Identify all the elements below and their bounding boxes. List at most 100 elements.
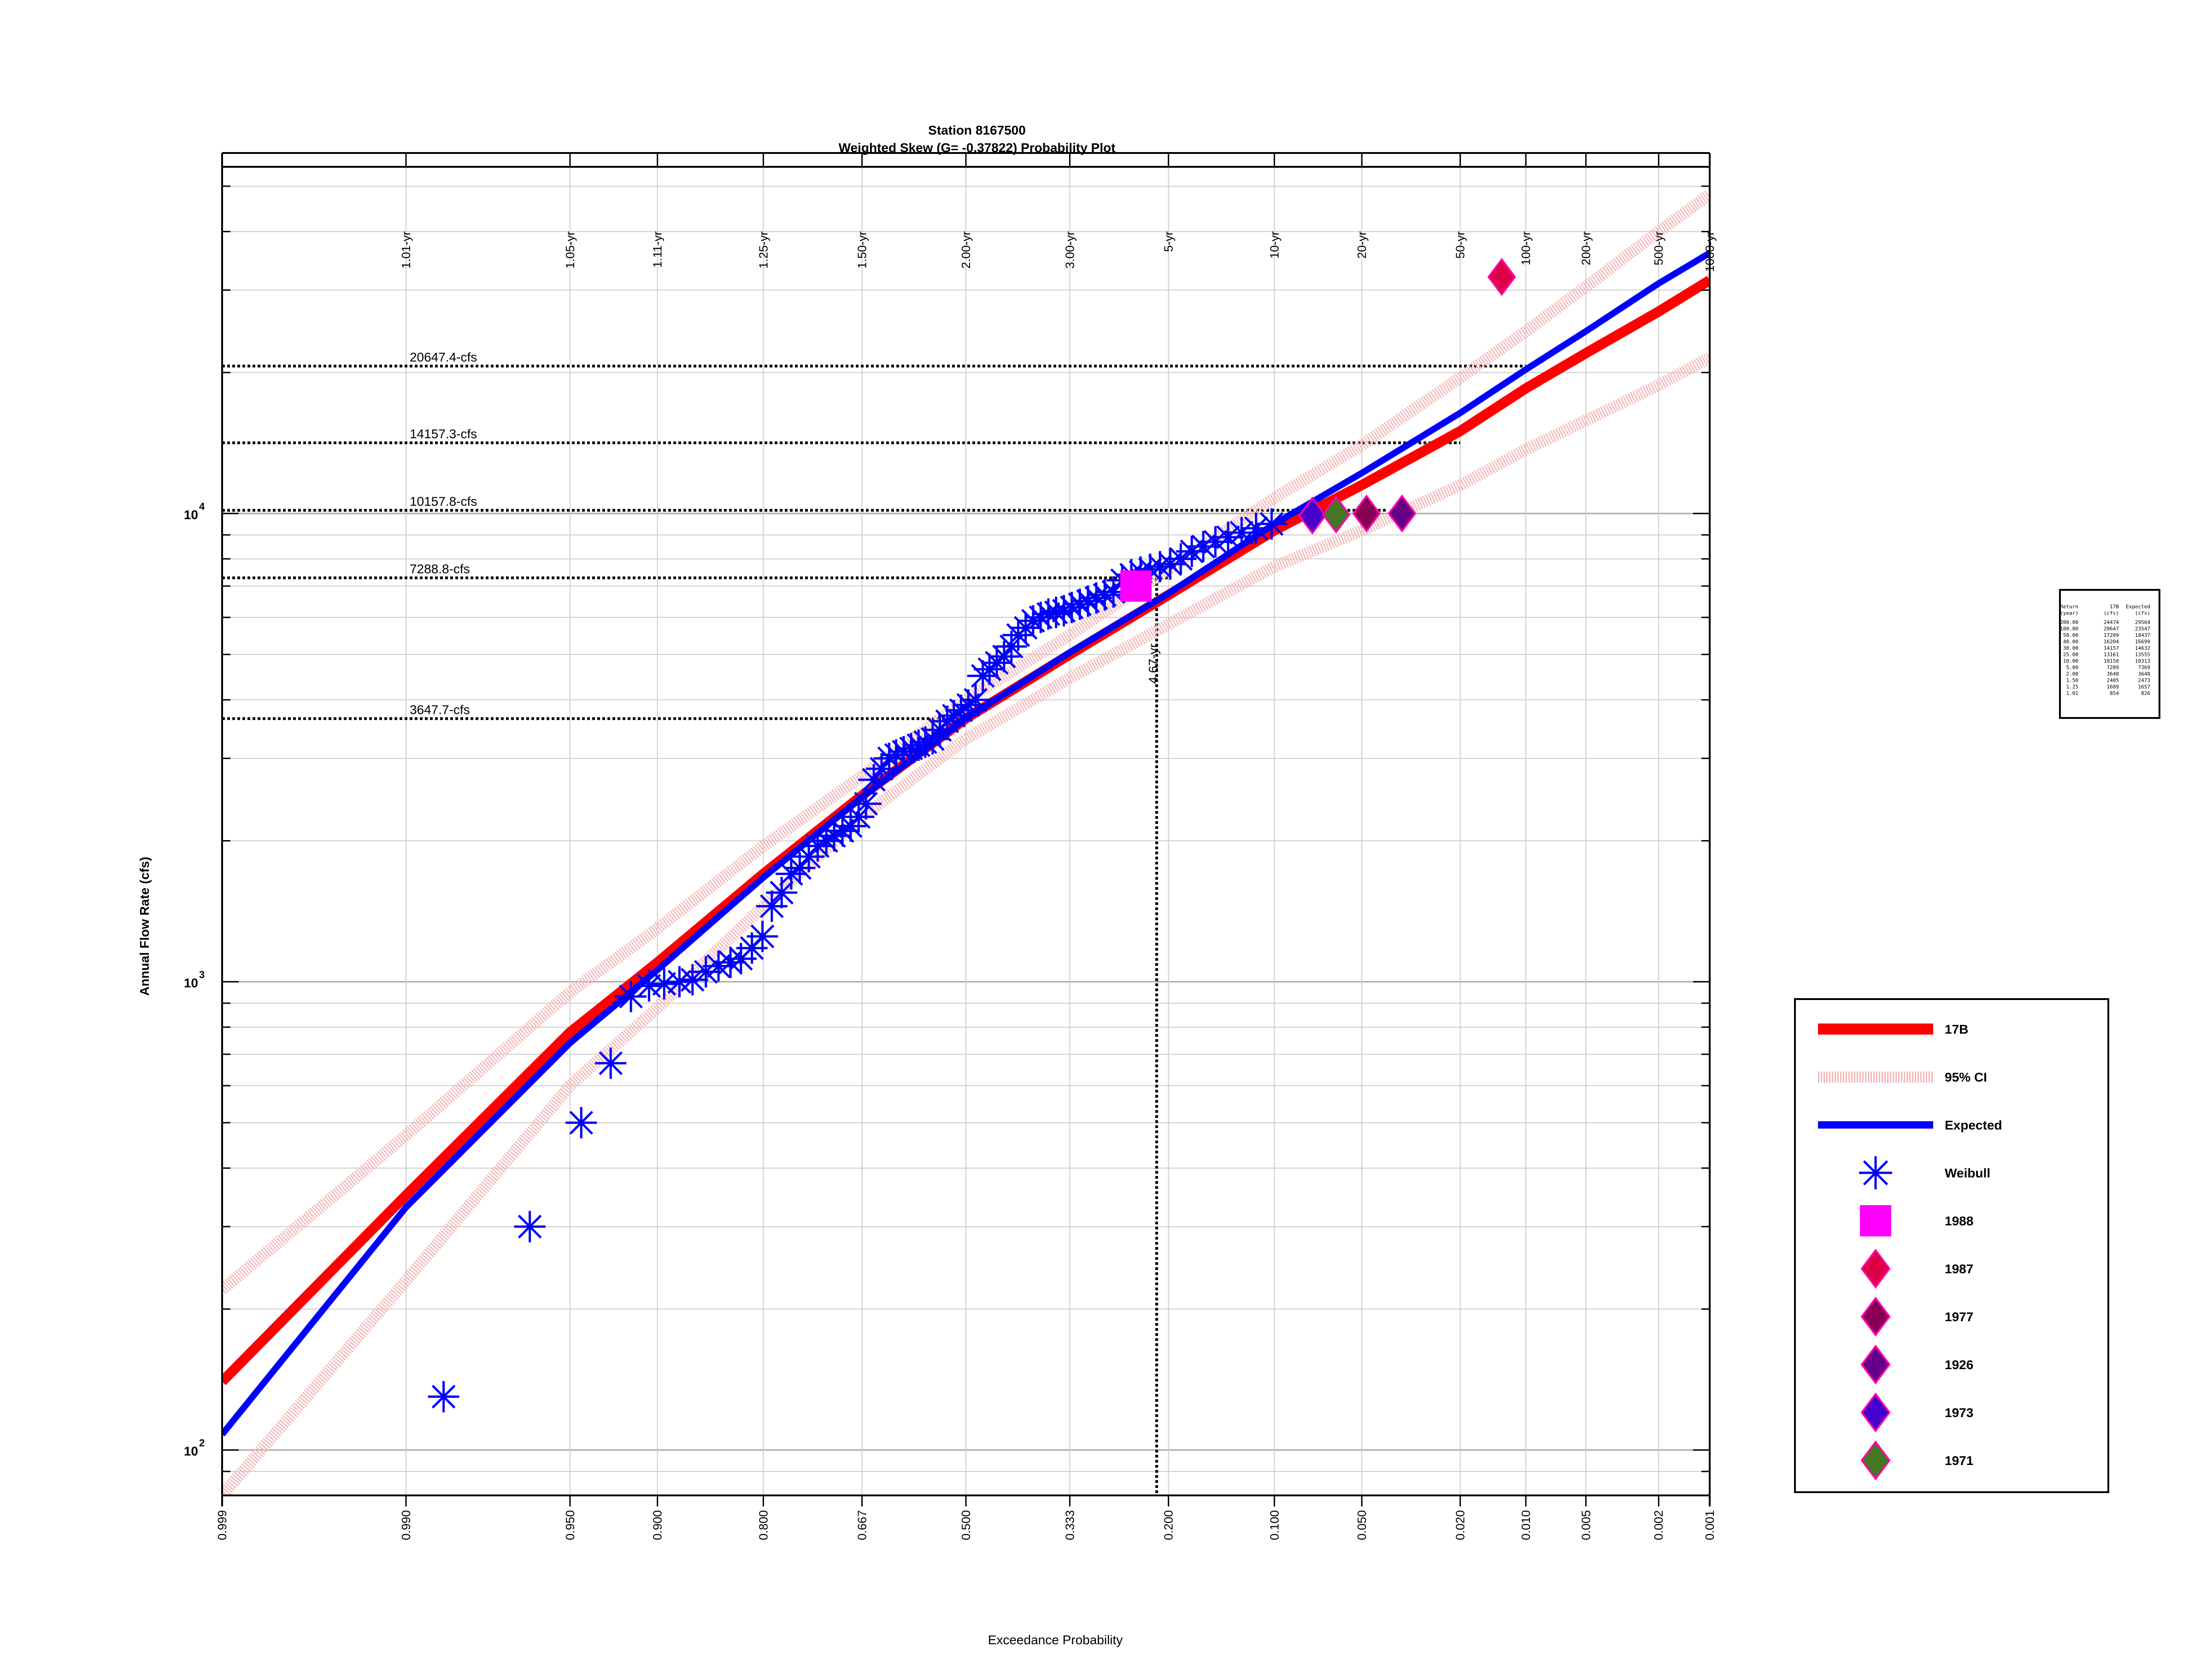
weibull-star-stroke xyxy=(1259,512,1284,536)
legend-diamond xyxy=(1860,1248,1891,1289)
weibull-star-stroke xyxy=(750,924,775,948)
flow-reference-label: 10157.8-cfs xyxy=(410,494,477,508)
marker-1977 xyxy=(1352,494,1381,533)
summary-table-cell: 1689 xyxy=(2107,684,2119,690)
summary-table-cell: (cfs) xyxy=(2135,610,2150,616)
legend-label: 95% CI xyxy=(1945,1070,1987,1084)
weibull-point xyxy=(1212,521,1244,553)
weibull-star-stroke xyxy=(964,688,988,712)
weibull-point xyxy=(917,723,948,755)
summary-table-cell: 854 xyxy=(2110,690,2119,696)
x-tick-label: 0.950 xyxy=(563,1510,577,1540)
weibull-point xyxy=(1226,517,1258,548)
legend-label: 1973 xyxy=(1945,1406,1973,1420)
summary-table-cell: (cfs) xyxy=(2104,610,2119,616)
weibull-star-stroke xyxy=(431,1384,456,1409)
summary-table-cell: 16204 xyxy=(2104,639,2119,645)
weibull-star-stroke xyxy=(1203,529,1228,554)
weibull-star-stroke xyxy=(637,974,661,998)
return-period-label: 500-yr xyxy=(1652,231,1665,265)
weibull-point xyxy=(827,815,859,847)
return-period-label: 1.05-yr xyxy=(563,231,577,269)
weibull-star-stroke xyxy=(854,792,878,816)
weibull-point xyxy=(514,1211,546,1242)
legend-label: 1977 xyxy=(1945,1310,1973,1324)
y-tick-exponent: 2 xyxy=(199,1437,205,1449)
summary-table-cell: 1.50 xyxy=(2066,677,2079,683)
weibull-point xyxy=(766,877,798,909)
summary-table-cell: 2473 xyxy=(2138,677,2151,683)
weibull-star-stroke xyxy=(599,1051,623,1075)
summary-table-cell: 17B xyxy=(2110,604,2119,610)
legend-square xyxy=(1860,1205,1891,1236)
weibull-star-stroke xyxy=(694,960,718,984)
summary-table-cell: 3648 xyxy=(2107,671,2119,677)
weibull-star-stroke xyxy=(1244,516,1268,541)
weibull-star-stroke xyxy=(1216,525,1240,549)
weibull-point xyxy=(1240,512,1272,544)
weibull-point xyxy=(428,1381,459,1412)
flow-reference-label: 20647.4-cfs xyxy=(410,350,477,364)
weibull-point xyxy=(648,968,680,1000)
summary-table-cell: Return xyxy=(2060,604,2078,610)
marker-1973 xyxy=(1298,496,1327,535)
legend-label: 1926 xyxy=(1945,1358,1973,1372)
legend-diamond xyxy=(1860,1344,1891,1385)
weibull-star-stroke xyxy=(569,1111,594,1135)
return-period-label: 1.50-yr xyxy=(855,231,869,269)
weibull-point xyxy=(690,956,722,988)
summary-table-cell: Expected xyxy=(2126,604,2150,610)
summary-table: Return 17B Expected (year) (cfs) (cfs) 200.00 2… xyxy=(2059,589,2160,719)
summary-table-cell: 2405 xyxy=(2107,677,2119,683)
summary-table-cell: 13161 xyxy=(2104,652,2119,658)
y-axis-label: Annual Flow Rate (cfs) xyxy=(137,857,152,996)
return-period-label: 5-yr xyxy=(1162,231,1176,252)
x-tick-label: 0.005 xyxy=(1579,1510,1593,1540)
summary-table-cell: 23547 xyxy=(2135,626,2150,632)
summary-table-cell: 29564 xyxy=(2135,619,2150,625)
summary-table-cell: 25.00 xyxy=(2063,652,2078,658)
x-tick-label: 0.100 xyxy=(1267,1510,1281,1540)
weibull-star-stroke xyxy=(518,1214,542,1239)
summary-table-cell: 7369 xyxy=(2138,665,2151,671)
marker-1971 xyxy=(1322,495,1351,534)
weibull-point xyxy=(1188,531,1219,563)
legend-label: 1971 xyxy=(1945,1453,1973,1468)
y-tick-label: 10 xyxy=(184,507,198,522)
ci-band-line xyxy=(222,353,1710,1495)
x-tick-label: 0.200 xyxy=(1162,1510,1176,1540)
weibull-point xyxy=(850,788,882,820)
legend-label: 1988 xyxy=(1945,1214,1973,1228)
summary-table-cell: 1.01 xyxy=(2066,690,2079,696)
return-period-label: 3.00-yr xyxy=(1063,231,1077,269)
return-period-label: 50-yr xyxy=(1453,231,1467,259)
summary-table-cell: 30.00 xyxy=(2063,645,2078,651)
y-tick-label: 10 xyxy=(184,976,198,990)
vertical-reference-label: 4.67-yr xyxy=(1146,644,1160,684)
y-tick-exponent: 4 xyxy=(199,500,205,512)
x-tick-label: 0.667 xyxy=(855,1510,869,1540)
reference-lines: 20647.4-cfs 14157.3-cfs 10157.8-cfs 7288.8-… xyxy=(222,350,1526,1495)
legend-star xyxy=(1859,1156,1892,1189)
legend-label: Expected xyxy=(1945,1118,2002,1132)
axes: 0.999 0.990 0.950 0.900 0.800 0.667 0.500 0.333… xyxy=(184,152,1717,1540)
series-layer xyxy=(222,189,1710,1495)
weibull-star-stroke xyxy=(1863,1160,1888,1186)
summary-table-cell: 7289 xyxy=(2107,665,2119,671)
legend-diamond xyxy=(1860,1296,1891,1337)
return-period-label: 20-yr xyxy=(1355,231,1369,259)
legend: 17B 95% CI Expected Weibull 1988 1987 1977 1926… xyxy=(1794,998,2109,1493)
summary-table-cell: 3648 xyxy=(2138,671,2151,677)
flow-reference-label: 14157.3-cfs xyxy=(410,427,477,441)
weibull-star-stroke xyxy=(797,845,821,869)
weibull-star-stroke xyxy=(770,881,794,905)
weibull-point xyxy=(633,970,665,1002)
return-period-label: 1.01-yr xyxy=(399,231,413,269)
summary-table-cell: 10.00 xyxy=(2063,658,2078,664)
weibull-point xyxy=(959,684,991,716)
summary-table-cell: 1657 xyxy=(2138,684,2151,690)
legend-label: 1987 xyxy=(1945,1262,1973,1276)
summary-table-cell: 10158 xyxy=(2104,658,2119,664)
weibull-point xyxy=(747,920,778,952)
